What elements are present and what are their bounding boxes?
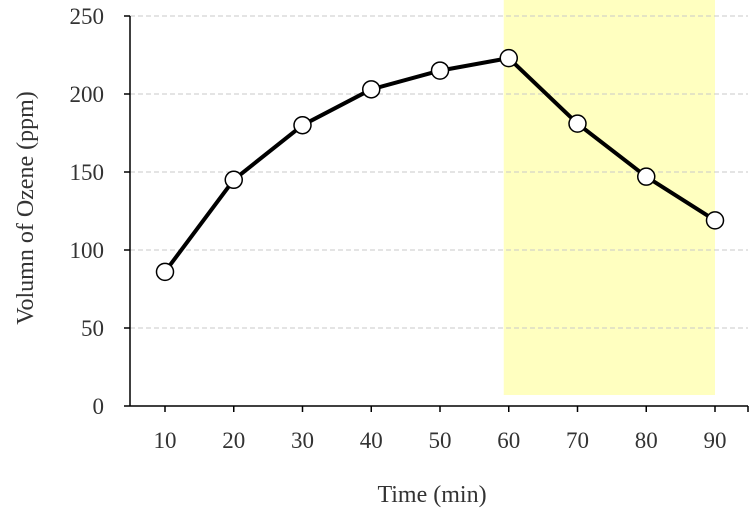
data-point xyxy=(430,61,450,80)
data-point xyxy=(362,80,381,99)
x-tick-label: 60 xyxy=(497,428,520,453)
x-tick-label: 10 xyxy=(154,428,177,453)
y-tick-label: 0 xyxy=(93,394,105,419)
y-tick-label: 50 xyxy=(81,316,104,341)
y-tick-label: 200 xyxy=(70,82,105,107)
highlight-region xyxy=(503,0,715,395)
x-tick-label: 20 xyxy=(222,428,245,453)
data-point xyxy=(499,48,518,68)
y-tick-label: 150 xyxy=(70,160,105,185)
x-tick-label: 80 xyxy=(635,428,658,453)
y-tick-label: 100 xyxy=(70,238,105,263)
x-axis-title: Time (min) xyxy=(377,482,486,508)
data-point xyxy=(293,115,312,135)
data-point xyxy=(705,211,725,230)
y-axis-title: Volumn of Ozene (ppm) xyxy=(13,91,39,325)
x-tick-label: 70 xyxy=(566,428,589,453)
x-tick-label: 90 xyxy=(704,428,727,453)
x-tick-label: 30 xyxy=(291,428,314,453)
data-point xyxy=(155,262,175,282)
data-point xyxy=(568,114,587,133)
data-point xyxy=(637,167,656,186)
y-tick-label: 250 xyxy=(70,4,105,29)
data-point xyxy=(224,170,243,190)
x-tick-label: 40 xyxy=(360,428,383,453)
x-tick-label: 50 xyxy=(429,428,452,453)
